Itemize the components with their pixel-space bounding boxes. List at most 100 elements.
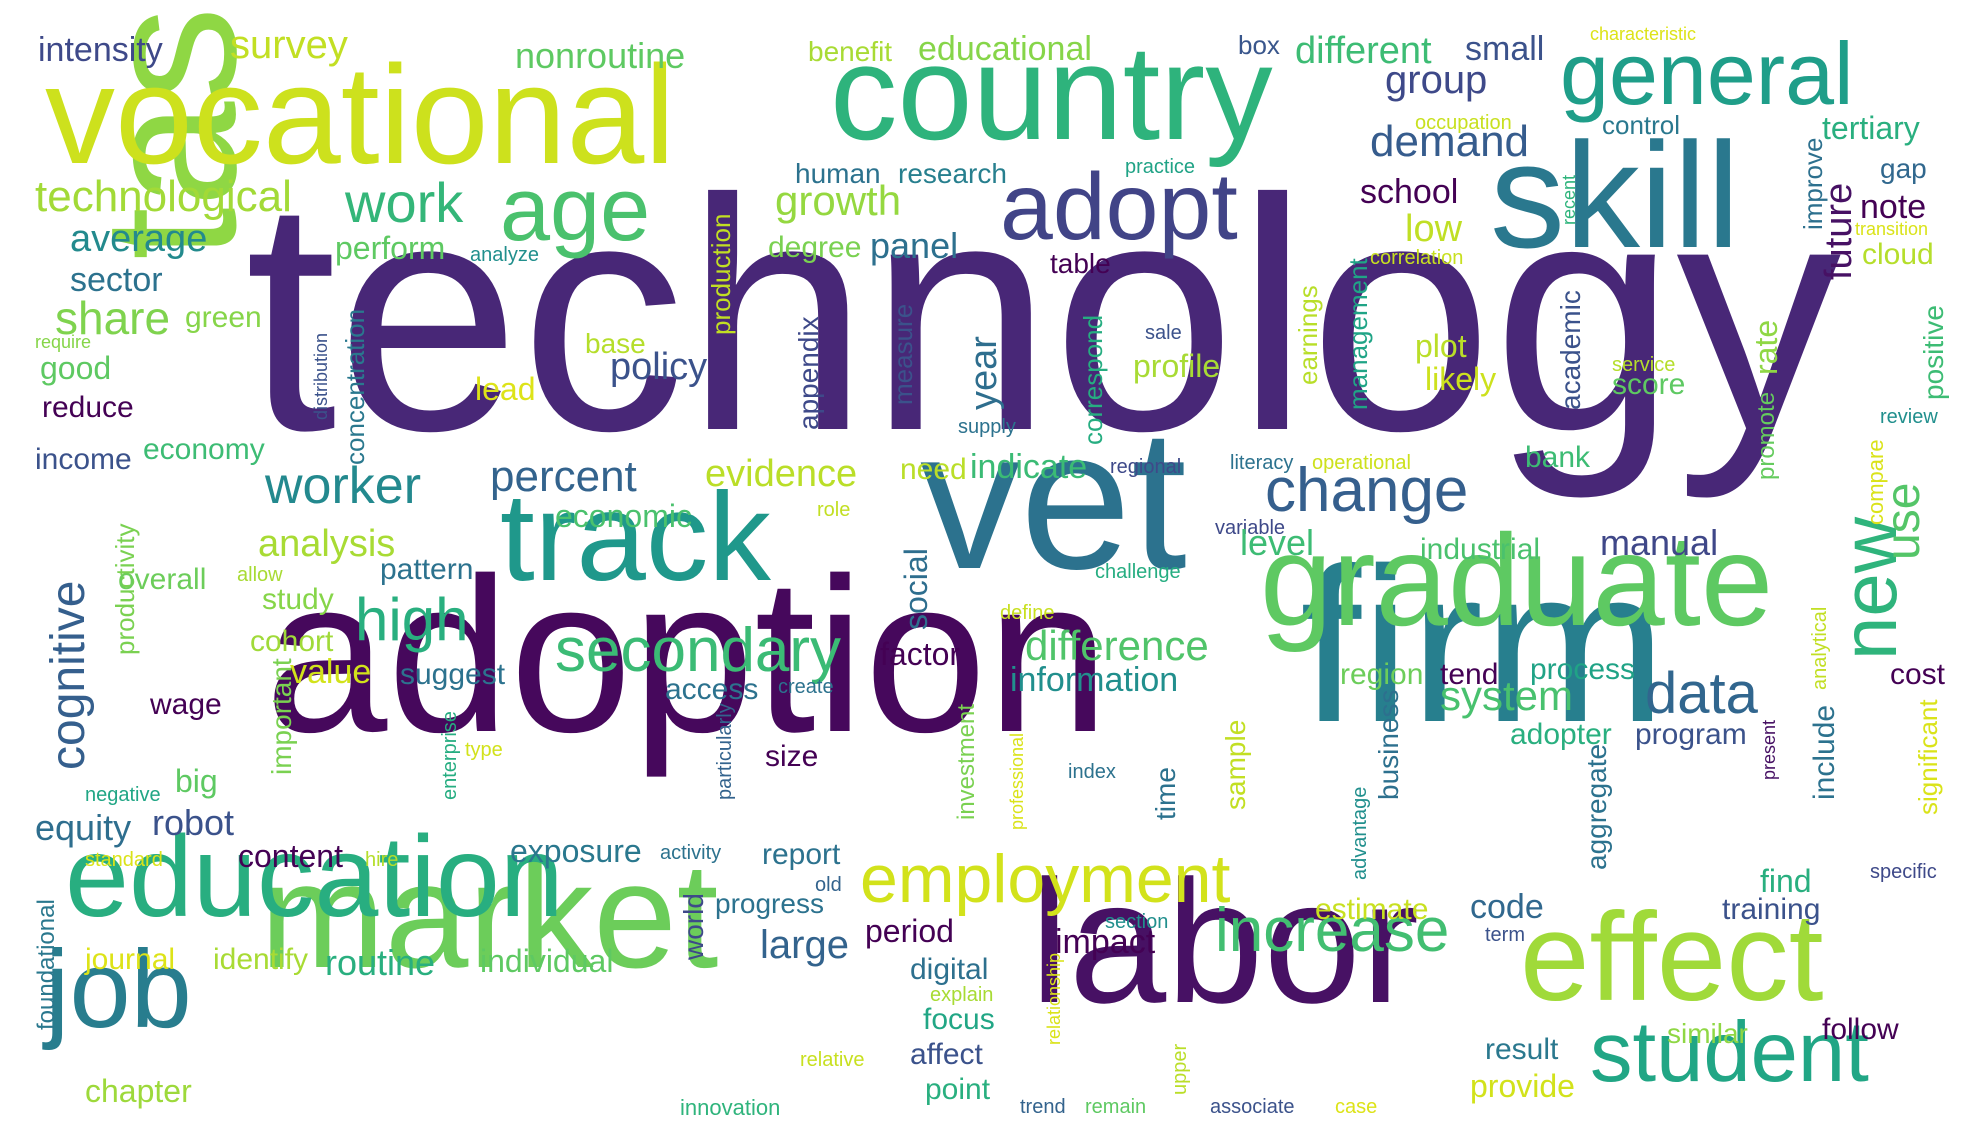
word-social: social [898, 548, 934, 630]
word-concentration: concentration [340, 308, 370, 465]
word-analytical: analytical [1809, 606, 1831, 690]
word-rate: rate [1748, 319, 1784, 375]
word-result: result [1485, 1033, 1559, 1066]
word-employment: employment [860, 841, 1231, 917]
word-low: low [1405, 208, 1463, 250]
word-industrial: industrial [1420, 533, 1541, 566]
word-education: education [65, 813, 564, 941]
word-present: present [1759, 719, 1779, 780]
word-term: term [1485, 924, 1525, 946]
word-high: high [355, 586, 469, 653]
word-academic: academic [1555, 290, 1586, 410]
word-cognitive: cognitive [42, 580, 95, 770]
word-analyze: analyze [470, 244, 539, 266]
word-note: note [1860, 188, 1927, 226]
word-positive: positive [1918, 305, 1949, 400]
word-educational: educational [918, 30, 1092, 68]
word-robot: robot [152, 802, 235, 843]
word-analysis: analysis [258, 523, 396, 565]
word-significant: significant [1913, 699, 1943, 815]
word-human: human [795, 158, 881, 189]
word-equity: equity [35, 807, 132, 848]
word-small: small [1465, 30, 1545, 68]
word-country: country [830, 17, 1273, 168]
word-worker: worker [265, 457, 422, 515]
word-value: value [290, 653, 372, 691]
word-reduce: reduce [42, 391, 134, 424]
word-aggregate: aggregate [1581, 743, 1612, 870]
word-correlation: correlation [1370, 247, 1464, 269]
word-chapter: chapter [85, 1073, 192, 1109]
word-share: share [55, 292, 171, 344]
word-secondary: secondary [555, 616, 842, 685]
word-box: box [1238, 30, 1280, 60]
word-policy: policy [610, 346, 708, 388]
word-period: period [865, 913, 954, 949]
word-require: require [35, 332, 92, 352]
word-upper: upper [1169, 1043, 1191, 1095]
word-section: section [1105, 911, 1169, 933]
word-adoption: adoption [265, 532, 1110, 778]
word-table: table [1050, 248, 1111, 279]
word-green: green [185, 301, 262, 334]
word-recent: recent [1559, 174, 1579, 225]
word-benefit: benefit [808, 36, 893, 67]
word-control: control [1602, 110, 1681, 140]
word-provide: provide [1470, 1068, 1575, 1104]
word-challenge: challenge [1095, 561, 1181, 583]
word-data: data [1645, 661, 1758, 726]
word-technological: technological [35, 172, 292, 221]
word-measure: measure [888, 303, 918, 405]
word-investment: investment [953, 703, 980, 820]
word-remain: remain [1085, 1096, 1147, 1118]
word-particularly: particularly [714, 703, 736, 800]
word-variable: variable [1215, 517, 1286, 539]
word-nonroutine: nonroutine [515, 35, 686, 76]
word-firm: firm [1300, 522, 1667, 768]
word-review: review [1880, 406, 1938, 428]
word-bank: bank [1525, 441, 1591, 474]
word-year: year [963, 336, 1005, 410]
word-pattern: pattern [380, 553, 474, 586]
word-progress: progress [715, 888, 824, 919]
word-likely: likely [1425, 361, 1497, 397]
word-job: job [45, 928, 192, 1051]
word-explain: explain [930, 984, 994, 1006]
word-professional: professional [1007, 732, 1027, 830]
word-old: old [815, 874, 842, 896]
word-group: group [1385, 58, 1488, 102]
word-market: market [260, 831, 719, 999]
word-change: change [1265, 456, 1469, 525]
word-skill: skill [1490, 111, 1740, 279]
word-access: access [665, 673, 759, 706]
word-different: different [1295, 30, 1432, 72]
word-enterprise: enterprise [439, 711, 461, 800]
word-evidence: evidence [705, 453, 858, 495]
word-index: index [1068, 761, 1116, 783]
word-foundational: foundational [33, 899, 60, 1030]
word-large: large [760, 923, 849, 967]
word-suggest: suggest [400, 658, 506, 691]
word-size: size [765, 740, 819, 773]
word-cloud: cloud [1862, 238, 1934, 271]
word-income: income [35, 443, 132, 476]
word-business: business [1373, 689, 1404, 800]
word-program: program [1635, 718, 1747, 751]
word-factor: factor [880, 636, 961, 672]
word-operational: operational [1312, 452, 1411, 474]
word-survey: survey [230, 23, 348, 67]
word-impact: impact [1055, 923, 1156, 961]
word-promote: promote [1753, 391, 1780, 480]
word-general: general [1560, 24, 1854, 123]
word-identify: identify [213, 943, 309, 976]
word-similar: similar [1667, 1018, 1748, 1049]
word-journal: journal [85, 943, 176, 976]
word-growth: growth [775, 177, 902, 224]
word-panel: panel [870, 225, 959, 266]
word-regional: regional [1110, 456, 1182, 478]
word-define: define [1000, 602, 1055, 624]
word-occupation: occupation [1415, 112, 1512, 134]
word-innovation: innovation [680, 1095, 781, 1120]
word-region: region [1340, 658, 1424, 691]
